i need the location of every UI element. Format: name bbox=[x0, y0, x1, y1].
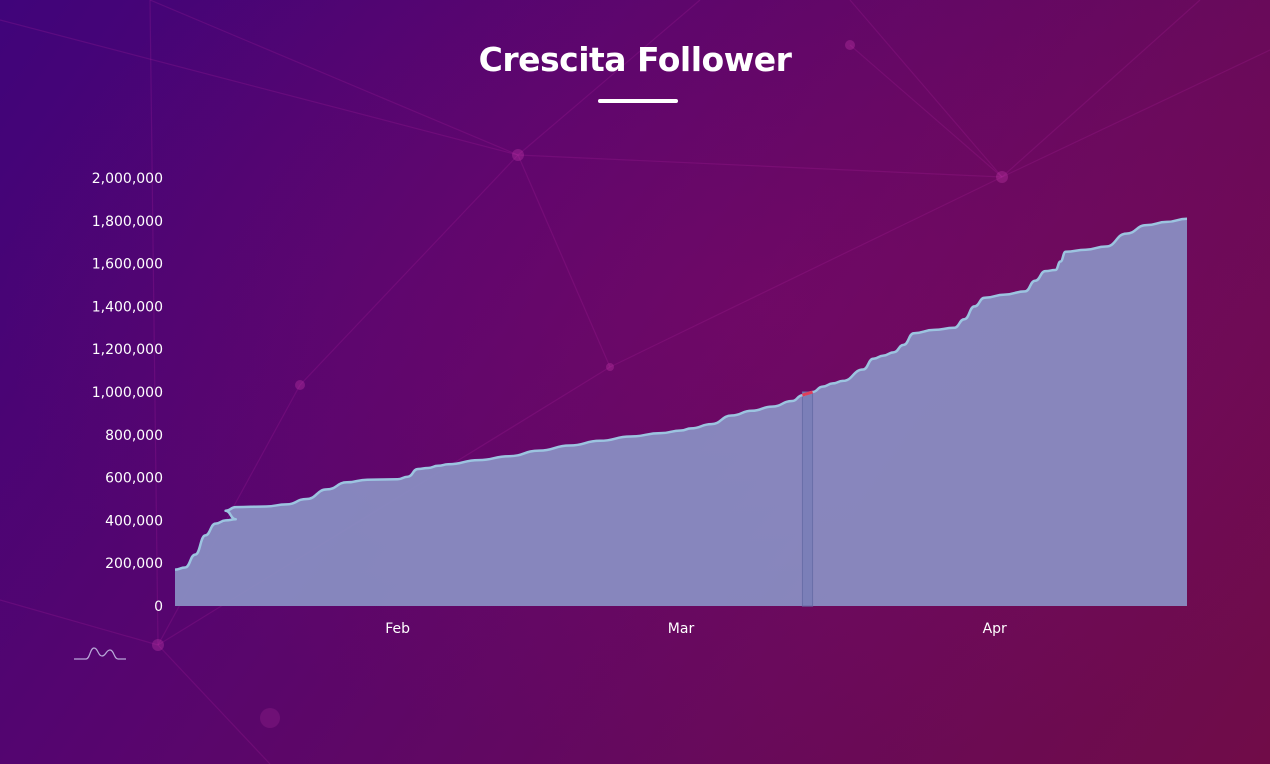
y-axis: 0 200,000 400,000 600,000 800,000 1,000,000 1,… bbox=[92, 171, 163, 615]
x-tick-label: Mar bbox=[668, 621, 695, 637]
y-tick-label: 1,200,000 bbox=[92, 342, 163, 358]
y-tick-label: 1,600,000 bbox=[92, 257, 163, 273]
y-tick-label: 600,000 bbox=[105, 471, 163, 487]
chart-logo-icon bbox=[74, 647, 126, 660]
y-tick-label: 800,000 bbox=[105, 428, 163, 444]
highlight-segment bbox=[801, 390, 814, 397]
follower-line bbox=[174, 217, 1188, 571]
x-tick-label: Feb bbox=[385, 621, 410, 637]
title-underline bbox=[598, 99, 678, 103]
follower-area bbox=[175, 218, 1187, 606]
x-tick-label: Apr bbox=[983, 621, 1007, 637]
highlight-band bbox=[801, 391, 814, 607]
y-tick-label: 0 bbox=[154, 599, 163, 615]
y-tick-label: 200,000 bbox=[105, 556, 163, 572]
y-tick-label: 1,000,000 bbox=[92, 385, 163, 401]
chart-title: Crescita Follower bbox=[478, 40, 792, 79]
y-tick-label: 400,000 bbox=[105, 513, 163, 529]
y-tick-label: 1,400,000 bbox=[92, 299, 163, 315]
y-tick-label: 2,000,000 bbox=[92, 171, 163, 187]
y-tick-label: 1,800,000 bbox=[92, 214, 163, 230]
x-axis: Feb Mar Apr bbox=[385, 621, 1007, 637]
